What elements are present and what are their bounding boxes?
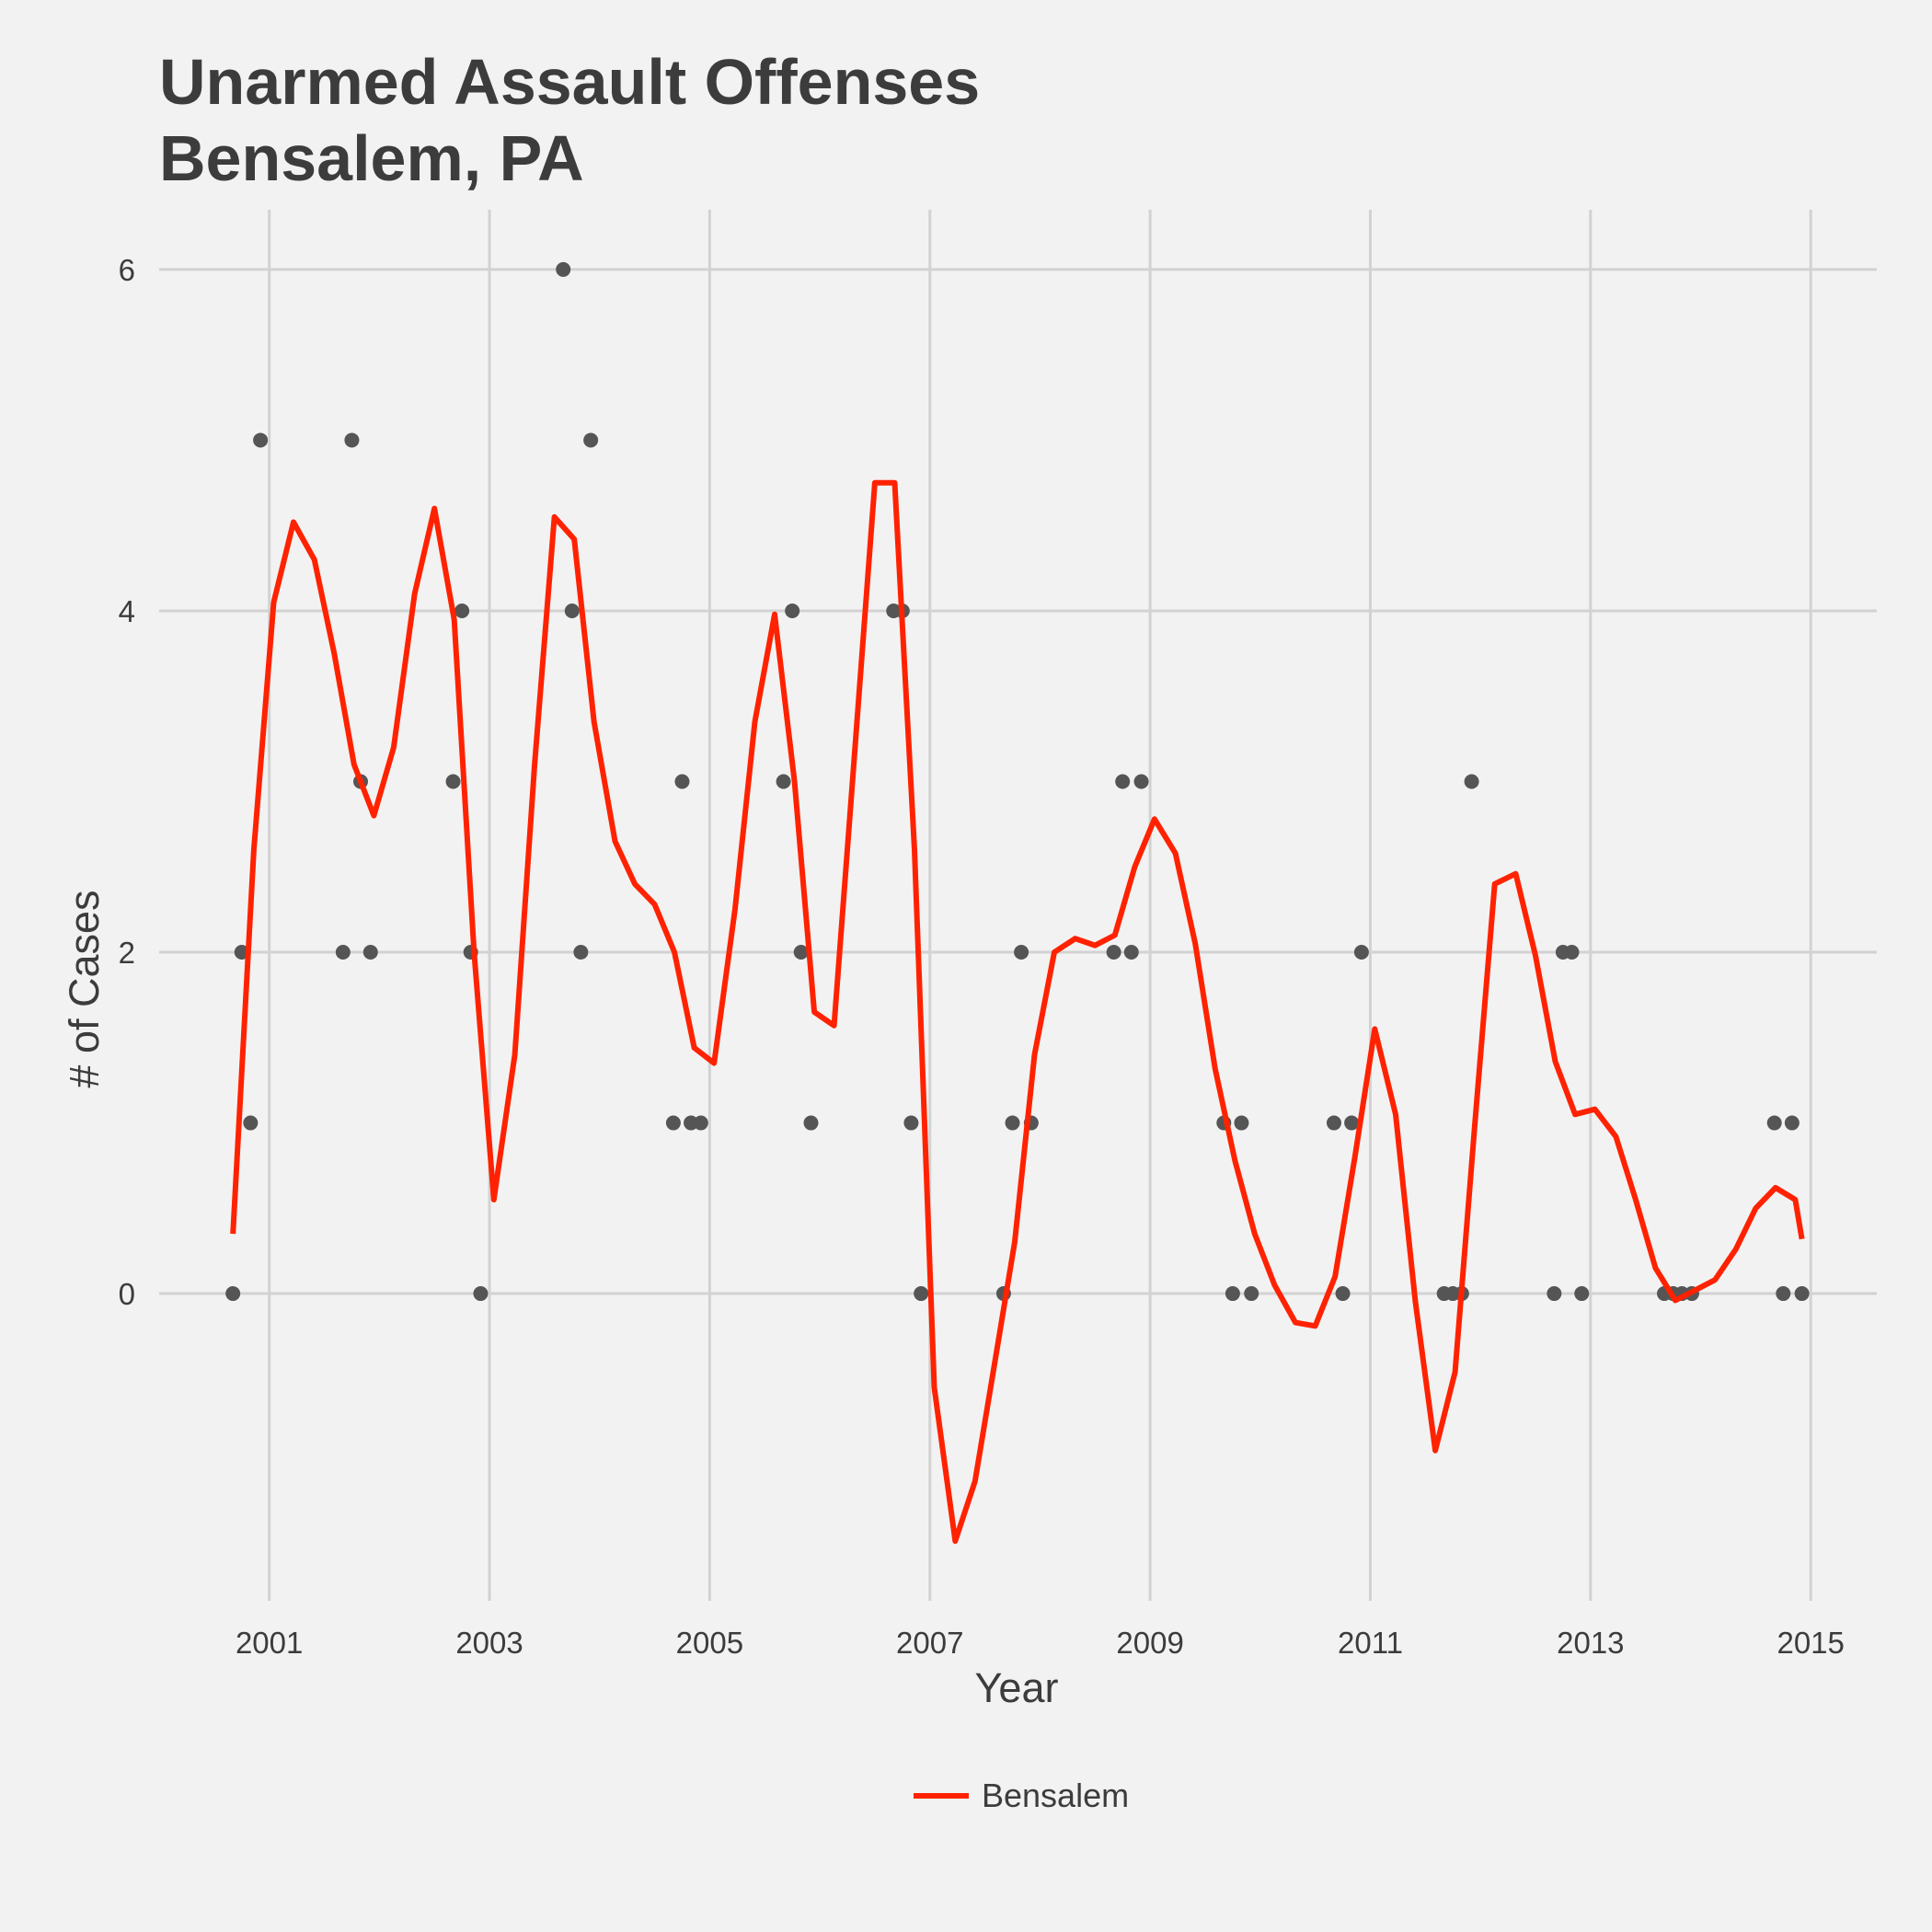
series-line-0 — [230, 479, 1805, 1545]
data-point-51 — [1574, 1286, 1590, 1302]
y-axis-label: # of Cases — [61, 890, 108, 1087]
data-point-20 — [776, 774, 791, 789]
x-tick-label-2009: 2009 — [1116, 1626, 1183, 1660]
data-point-59 — [1794, 1286, 1810, 1302]
y-tick-label-4: 4 — [119, 594, 135, 628]
data-point-4 — [335, 945, 351, 960]
data-point-17 — [674, 774, 690, 789]
data-point-12 — [556, 261, 571, 277]
x-axis-label: Year — [975, 1664, 1059, 1711]
data-point-34 — [1123, 945, 1139, 960]
x-tick-labels: 2001 2003 2005 2007 2009 2011 2013 2015 — [236, 1626, 1845, 1660]
data-point-9 — [454, 603, 470, 618]
x-tick-label-2011: 2011 — [1338, 1626, 1403, 1660]
data-point-5 — [344, 432, 360, 448]
data-point-11 — [473, 1286, 489, 1302]
data-point-39 — [1244, 1286, 1259, 1302]
vertical-gridlines — [268, 210, 1812, 1601]
data-point-0 — [225, 1286, 241, 1302]
y-tick-label-0: 0 — [119, 1277, 135, 1311]
data-point-35 — [1133, 774, 1149, 789]
data-point-16 — [665, 1115, 681, 1131]
x-tick-label-2003: 2003 — [455, 1626, 523, 1660]
legend: Bensalem — [914, 1777, 1129, 1814]
y-tick-label-6: 6 — [119, 253, 135, 287]
x-tick-label-2001: 2001 — [236, 1626, 303, 1660]
data-point-19 — [693, 1115, 708, 1131]
data-point-47 — [1464, 774, 1479, 789]
x-tick-label-2007: 2007 — [896, 1626, 963, 1660]
series-lines — [230, 479, 1805, 1545]
data-point-58 — [1784, 1115, 1800, 1131]
data-point-26 — [903, 1115, 919, 1131]
data-point-38 — [1234, 1115, 1249, 1131]
data-point-57 — [1776, 1286, 1791, 1302]
data-point-43 — [1353, 945, 1369, 960]
data-point-7 — [362, 945, 378, 960]
legend-label-0: Bensalem — [982, 1777, 1129, 1814]
data-point-14 — [573, 945, 589, 960]
data-point-23 — [803, 1115, 819, 1131]
data-point-15 — [583, 432, 599, 448]
data-point-30 — [1014, 945, 1029, 960]
data-point-27 — [914, 1286, 929, 1302]
y-tick-labels: 0 2 4 6 — [119, 253, 135, 1311]
data-point-37 — [1225, 1286, 1240, 1302]
data-point-2 — [243, 1115, 259, 1131]
data-point-22 — [793, 945, 809, 960]
data-point-21 — [785, 603, 800, 618]
data-point-32 — [1106, 945, 1121, 960]
data-point-3 — [253, 432, 269, 448]
data-point-48 — [1547, 1286, 1562, 1302]
x-tick-label-2015: 2015 — [1777, 1626, 1844, 1660]
data-point-40 — [1326, 1115, 1341, 1131]
data-point-56 — [1766, 1115, 1782, 1131]
data-point-41 — [1335, 1286, 1351, 1302]
y-tick-label-2: 2 — [119, 936, 135, 970]
chart-title-line-2: Bensalem, PA — [159, 122, 584, 194]
data-point-42 — [1344, 1115, 1360, 1131]
data-point-8 — [445, 774, 461, 789]
x-tick-label-2005: 2005 — [676, 1626, 743, 1660]
data-point-13 — [564, 603, 580, 618]
data-point-29 — [1005, 1115, 1020, 1131]
data-point-33 — [1115, 774, 1131, 789]
chart-title-line-1: Unarmed Assault Offenses — [159, 46, 980, 118]
data-point-50 — [1564, 945, 1580, 960]
data-points — [225, 261, 1810, 1302]
x-tick-label-2013: 2013 — [1557, 1626, 1624, 1660]
